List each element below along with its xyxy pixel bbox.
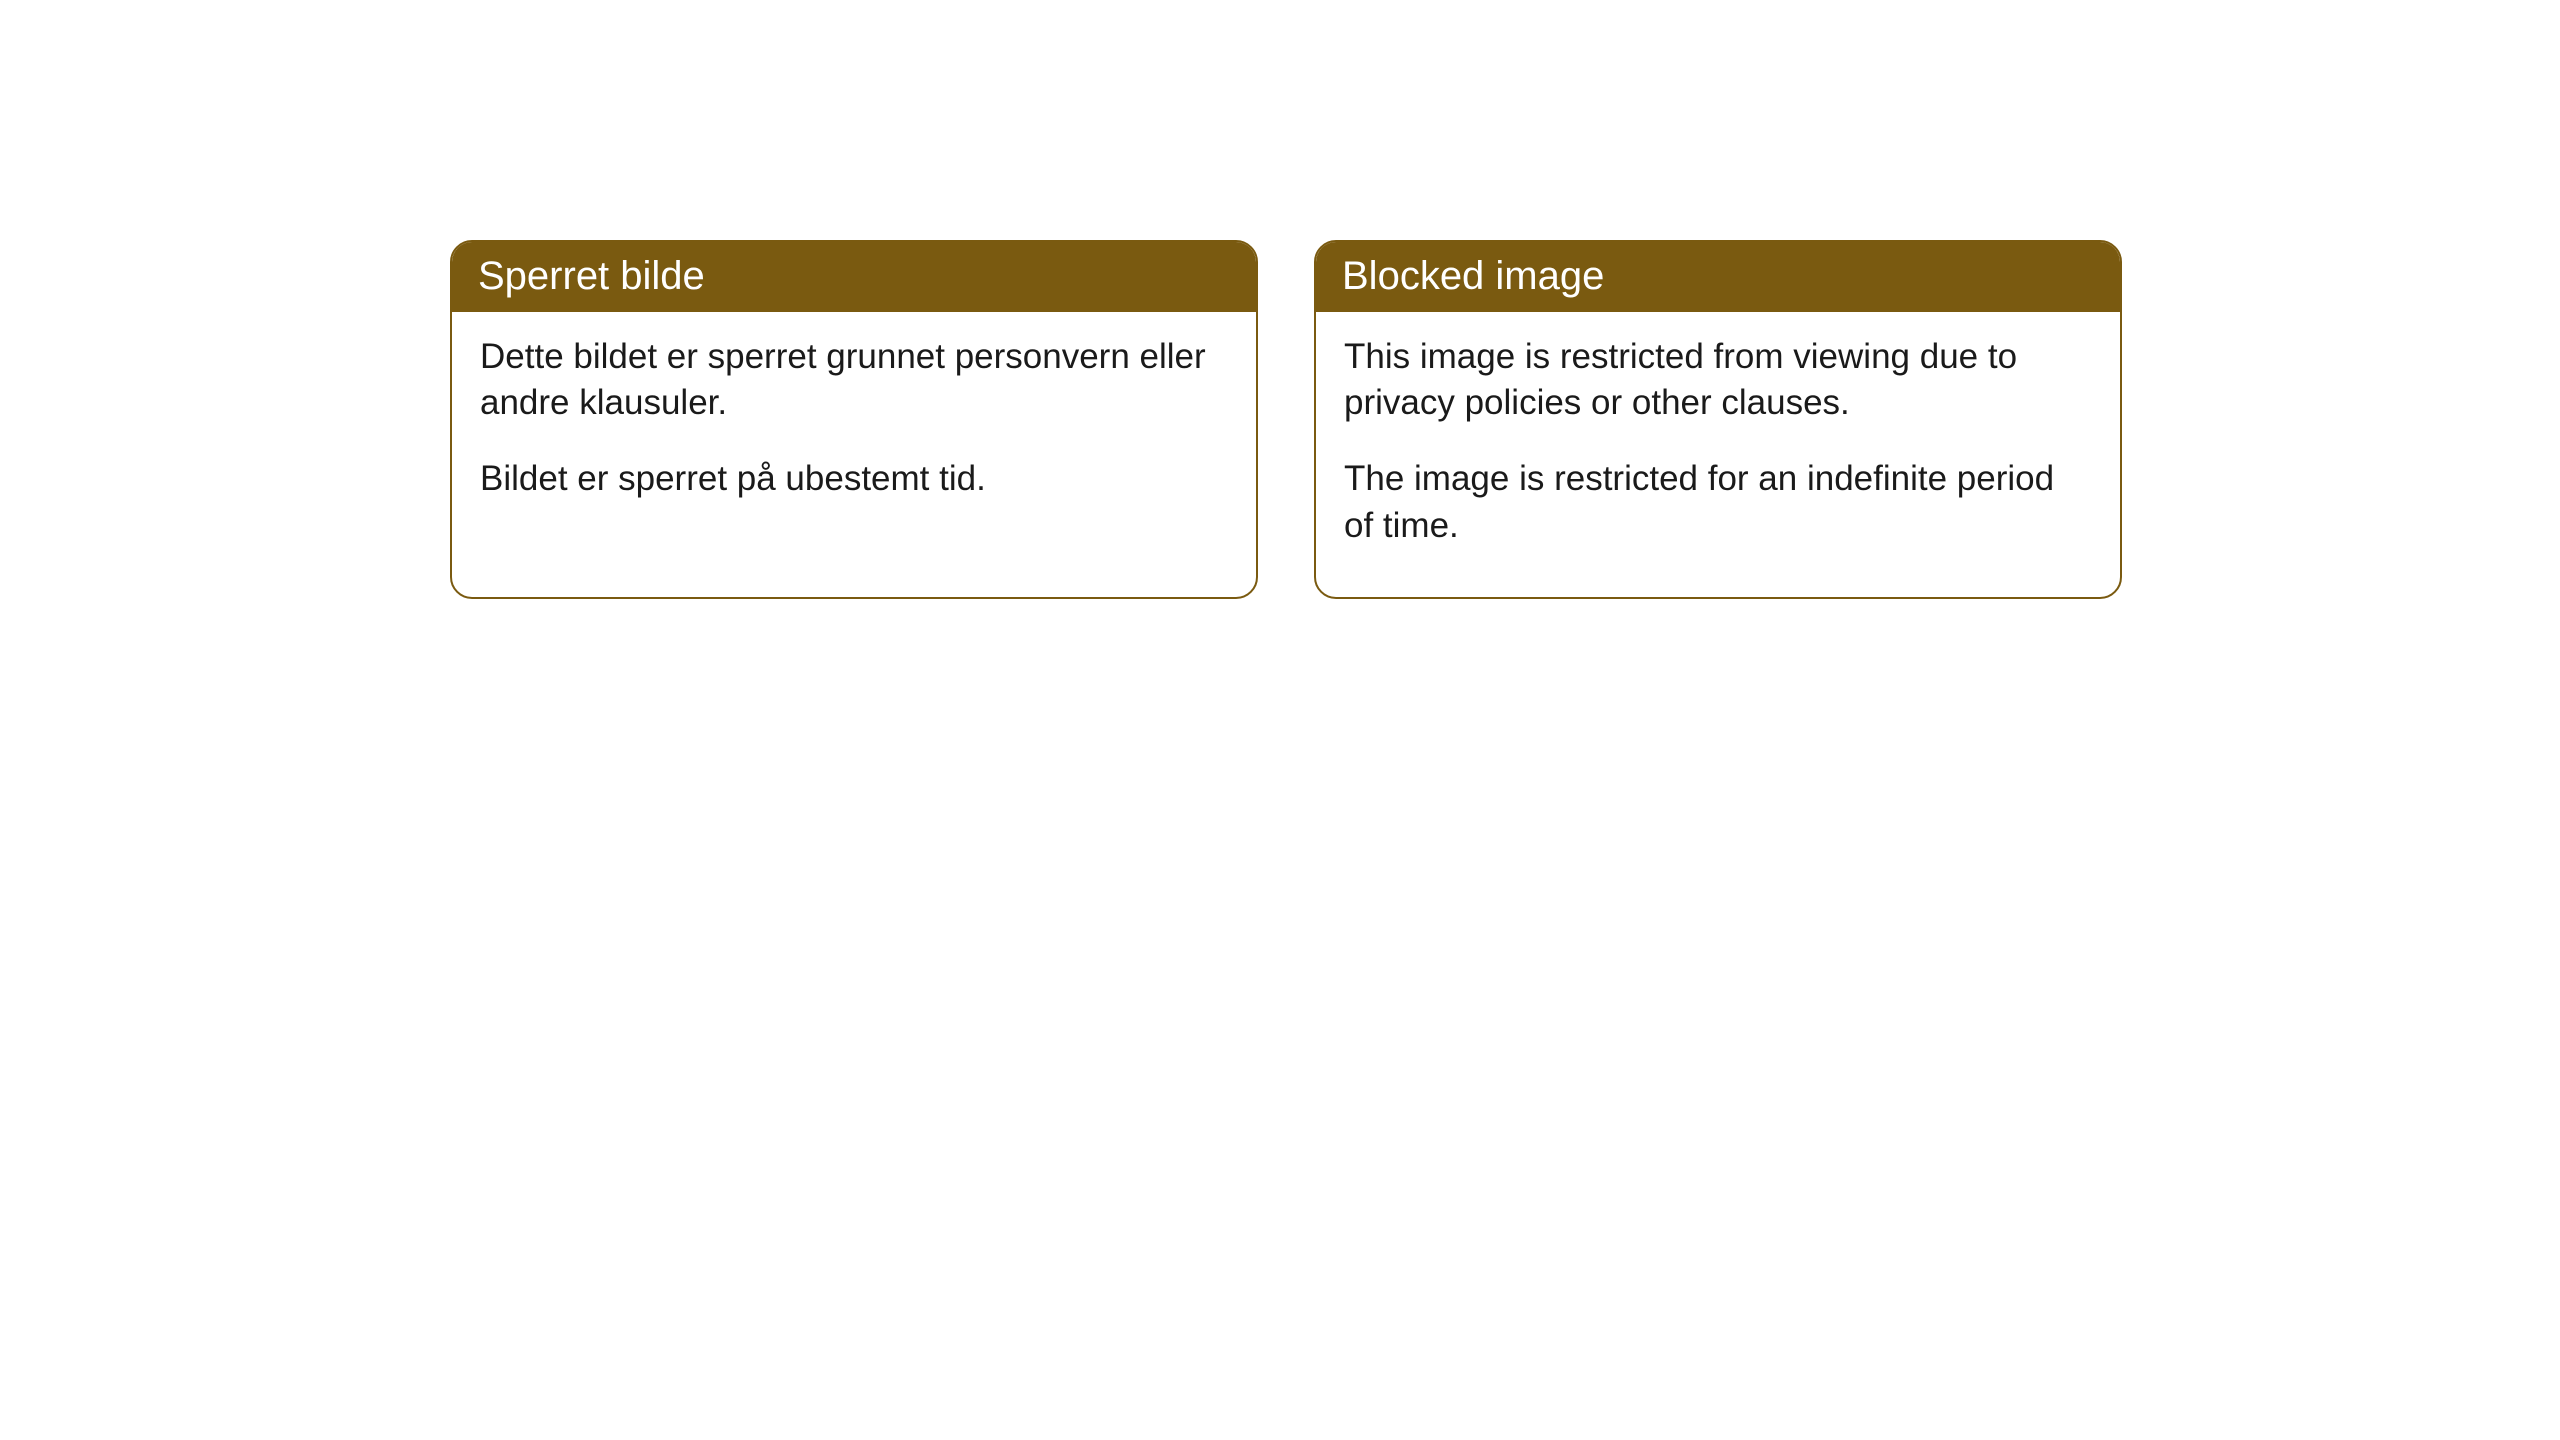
blocked-image-card-norwegian: Sperret bilde Dette bildet er sperret gr… [450,240,1258,599]
card-paragraph: This image is restricted from viewing du… [1344,334,2092,426]
card-title: Blocked image [1342,254,1604,298]
card-paragraph: The image is restricted for an indefinit… [1344,456,2092,548]
card-body-english: This image is restricted from viewing du… [1316,312,2120,597]
card-header-english: Blocked image [1316,242,2120,312]
blocked-image-card-english: Blocked image This image is restricted f… [1314,240,2122,599]
card-body-norwegian: Dette bildet er sperret grunnet personve… [452,312,1256,551]
card-title: Sperret bilde [478,254,705,298]
notice-cards-container: Sperret bilde Dette bildet er sperret gr… [450,240,2122,599]
card-header-norwegian: Sperret bilde [452,242,1256,312]
card-paragraph: Bildet er sperret på ubestemt tid. [480,456,1228,502]
card-paragraph: Dette bildet er sperret grunnet personve… [480,334,1228,426]
